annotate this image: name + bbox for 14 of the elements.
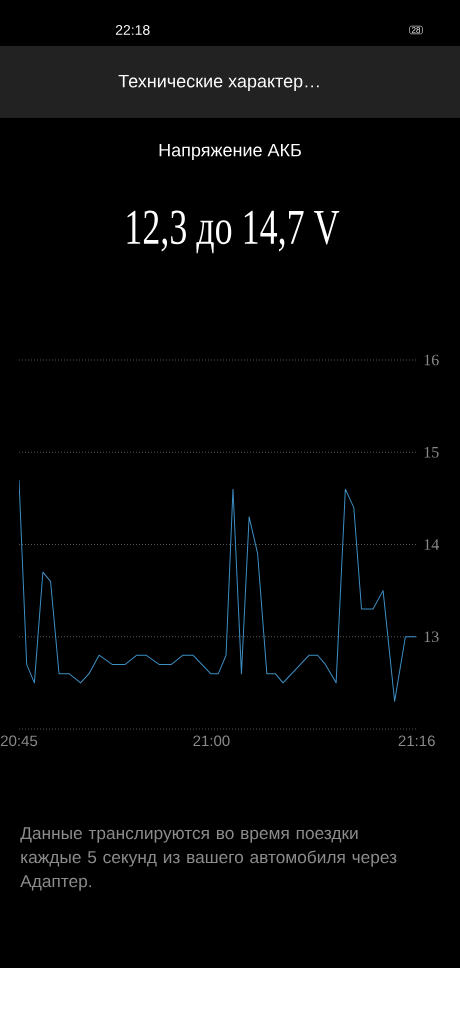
text: Технические характер… [118,74,319,92]
y-tick-label: 16 [424,354,439,366]
y-tick-label: 14 [424,539,439,550]
text: 22:18 [115,25,150,35]
x-tick-label: 20:45 [0,735,38,747]
x-tick-label: 21:00 [193,735,230,747]
chart-subtitle: 12,3 до 14,7 V [127,210,340,254]
y-tick-label: 15 [424,446,439,458]
y-tick-label: 13 [424,631,439,643]
text: 28 [411,27,421,33]
text: Данные транслируются во время поездки каждые 5 секунд из вашего автомобиля через Адаптер. [20,827,397,891]
x-tick-label: 21:16 [398,735,435,747]
line-series [19,479,417,702]
chart-title: Напряжение АКБ [159,143,301,161]
